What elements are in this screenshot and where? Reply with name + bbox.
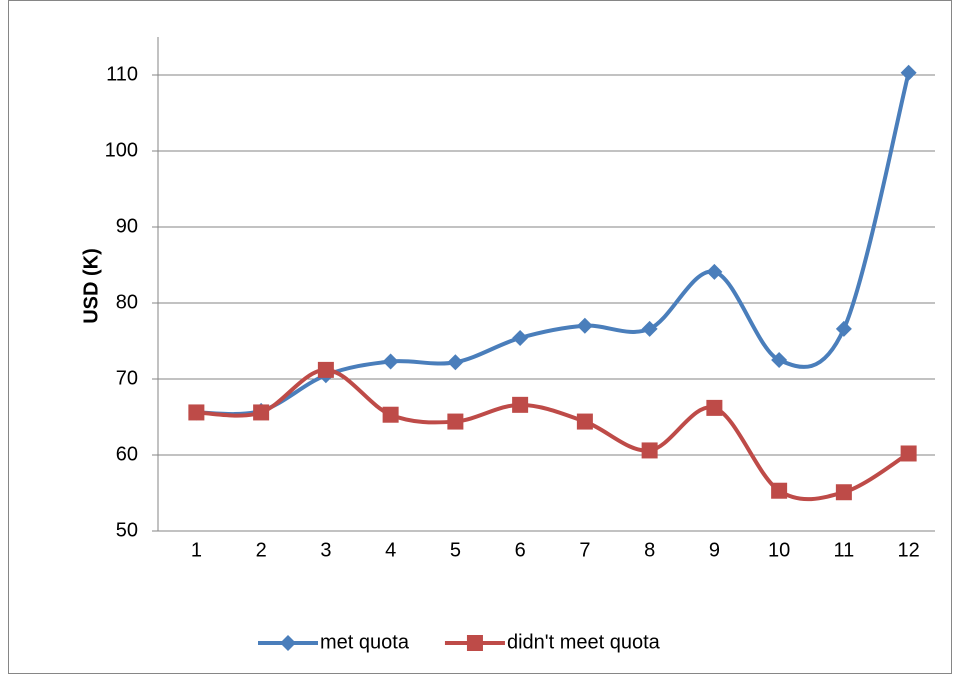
legend-marker [466,635,483,651]
y-tick-label: 100 [105,139,138,161]
y-tick-label: 90 [116,215,138,237]
marker [512,329,529,346]
y-tick-label: 50 [116,519,138,541]
marker [771,482,788,499]
marker [900,445,917,462]
x-tick-label: 11 [833,539,854,561]
y-tick-label: 70 [116,367,138,389]
x-tick-label: 8 [644,539,655,561]
x-tick-label: 9 [709,539,720,561]
marker [900,64,917,81]
chart-frame [8,0,952,674]
x-tick-label: 6 [515,539,526,561]
x-tick-label: 3 [320,539,331,561]
marker [447,354,464,371]
marker [512,396,529,413]
x-tick-label: 12 [898,539,920,561]
marker [835,320,852,337]
y-tick-label: 110 [106,63,138,85]
marker [771,352,788,368]
legend-marker [280,635,296,651]
marker [835,484,852,501]
marker [317,361,334,378]
y-axis-label: USD (K) [80,248,102,324]
marker [382,353,399,370]
marker [576,413,593,430]
x-tick-label: 7 [579,539,590,561]
x-tick-label: 10 [768,539,790,561]
legend-label: met quota [320,631,410,653]
marker [382,406,399,423]
marker [576,317,593,334]
legend-label: didn't meet quota [507,631,661,653]
x-tick-label: 5 [450,539,461,561]
marker [188,404,205,421]
marker [253,404,270,421]
marker [706,399,723,416]
x-tick-label: 4 [385,539,396,561]
x-tick-label: 2 [256,539,267,561]
y-tick-label: 60 [116,443,138,465]
x-tick-label: 1 [191,539,202,561]
marker [641,320,658,337]
y-tick-label: 80 [116,291,138,313]
marker [447,413,464,430]
marker [706,263,723,280]
marker [641,442,658,459]
